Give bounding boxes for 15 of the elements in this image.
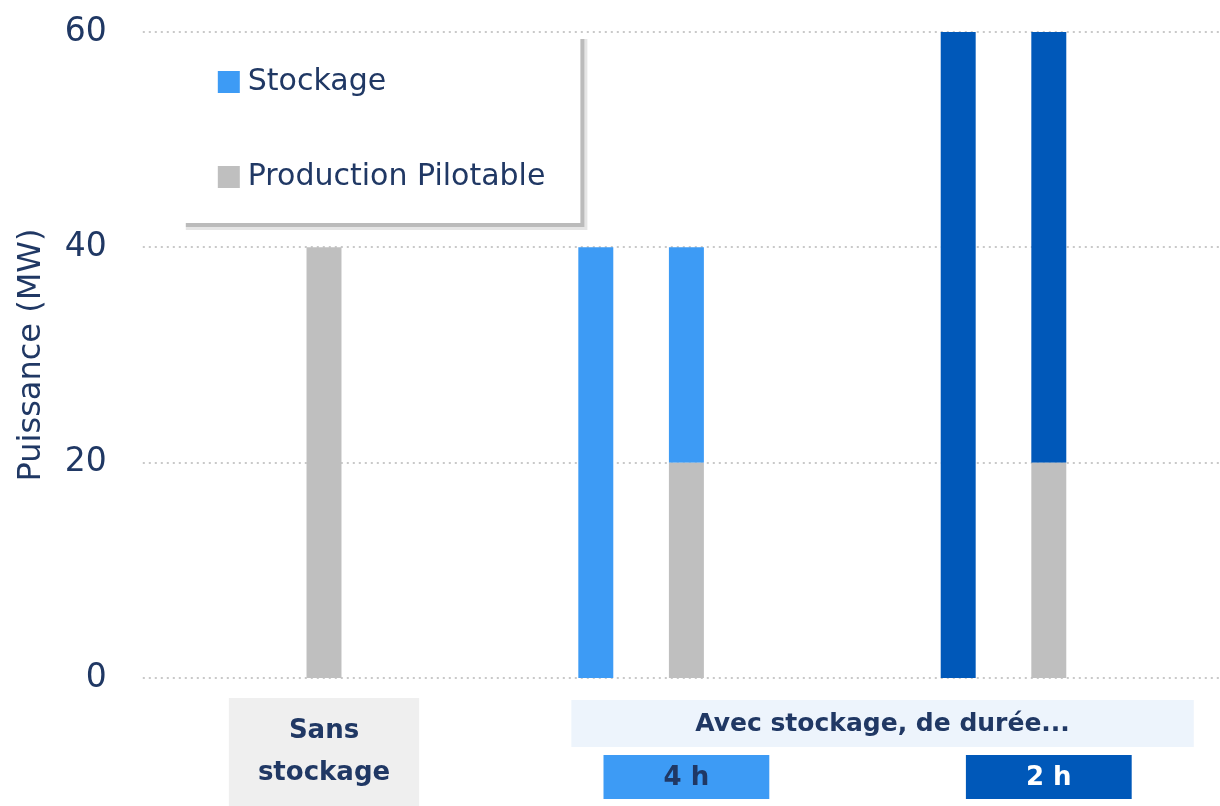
y-tick-label: 40	[64, 224, 107, 264]
legend-label: Stockage	[247, 61, 387, 97]
bar	[578, 247, 614, 678]
text: Avec stockage, de durée...	[695, 708, 1070, 737]
y-tick-label: 20	[64, 440, 107, 480]
bar	[1031, 32, 1067, 463]
y-tick-label: 60	[64, 9, 107, 49]
bar	[940, 32, 976, 678]
y-tick-label: 0	[85, 655, 107, 695]
legend-label: Production Pilotable	[247, 156, 546, 192]
x-tick-label: 4 h	[663, 760, 710, 791]
x-tick-label: Sans stockage	[257, 713, 391, 786]
y-axis-title: Puissance (MW)	[9, 228, 48, 482]
x-tick-label: 2 h	[1025, 760, 1072, 791]
bar	[668, 247, 704, 463]
